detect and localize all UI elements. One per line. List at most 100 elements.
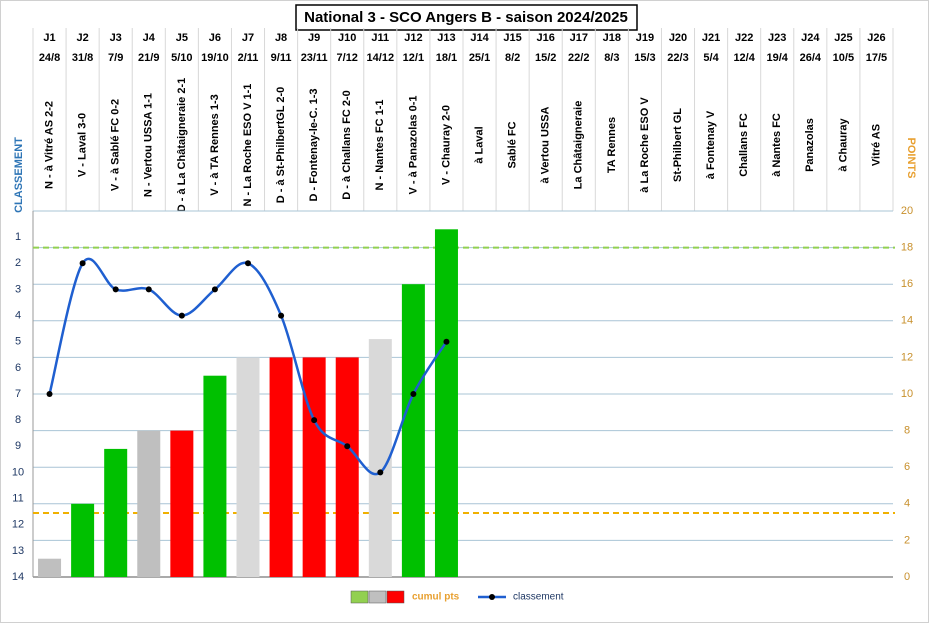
y2-tick-label: 20 — [901, 205, 913, 217]
line-point — [46, 391, 53, 397]
line-point — [344, 443, 351, 450]
date-label: 7/9 — [108, 52, 123, 64]
date-label: 18/1 — [436, 52, 457, 64]
x-tick-label: J25 — [834, 32, 852, 44]
x-tick-label: J8 — [275, 32, 287, 44]
x-tick-label: J18 — [603, 32, 621, 44]
date-label: 10/5 — [833, 52, 854, 64]
x-tick-label: J21 — [702, 32, 720, 44]
match-label: à Chauray — [837, 118, 849, 172]
x-tick-label: J13 — [437, 32, 455, 44]
y2-tick-label: 8 — [904, 425, 910, 437]
y2-tick-label: 6 — [904, 461, 910, 473]
match-label: D - Fontenay-le-C. 1-3 — [308, 88, 320, 201]
y-tick-label: 8 — [15, 414, 21, 426]
match-label: La Châtaigneraie — [573, 101, 585, 190]
date-label: 19/10 — [201, 52, 229, 64]
date-label: 26/4 — [800, 52, 822, 64]
line-point — [443, 338, 450, 345]
x-tick-label: J14 — [470, 32, 489, 44]
match-label: D - à St-PhilbertGL 2-0 — [275, 87, 287, 204]
legend-swatch — [350, 590, 369, 604]
line-point — [377, 469, 384, 476]
x-tick-label: J19 — [636, 32, 654, 44]
line-point — [245, 260, 251, 267]
bar — [170, 430, 194, 577]
x-tick-label: J12 — [404, 32, 422, 44]
y2-tick-label: 18 — [901, 242, 913, 254]
x-tick-label: J4 — [143, 32, 156, 44]
y2-tick-label: 12 — [901, 351, 913, 363]
y-tick-label: 6 — [15, 362, 21, 374]
x-tick-label: J3 — [110, 32, 122, 44]
bar — [269, 357, 293, 577]
x-tick-label: J2 — [76, 32, 88, 44]
date-label: 8/2 — [505, 52, 520, 64]
date-label: 5/10 — [171, 52, 192, 64]
bar — [71, 503, 95, 577]
match-label: Panazolas — [804, 118, 816, 172]
bar — [302, 357, 326, 577]
x-tick-label: J6 — [209, 32, 221, 44]
legend-label: cumul pts — [412, 592, 460, 603]
match-label: N - Vertou USSA 1-1 — [143, 93, 155, 197]
y-tick-label: 13 — [12, 545, 24, 557]
y-tick-label: 7 — [15, 388, 21, 400]
match-label: à Laval — [473, 126, 485, 163]
date-label: 22/3 — [667, 52, 688, 64]
date-label: 7/12 — [337, 52, 358, 64]
x-tick-label: J1 — [43, 32, 55, 44]
legend-label: classement — [513, 592, 564, 603]
date-label: 9/11 — [271, 52, 292, 64]
bar — [434, 229, 458, 578]
y-tick-label: 4 — [15, 309, 21, 321]
bar — [137, 430, 161, 577]
x-tick-label: J23 — [768, 32, 786, 44]
date-label: 15/3 — [634, 52, 655, 64]
x-tick-label: J17 — [570, 32, 588, 44]
date-label: 2/11 — [238, 52, 259, 64]
bar — [236, 357, 260, 577]
x-tick-label: J20 — [669, 32, 687, 44]
line-point — [79, 260, 86, 267]
y2-tick-label: 14 — [901, 315, 913, 327]
legend-swatch — [386, 590, 405, 604]
y-tick-label: 5 — [15, 336, 21, 348]
bar — [104, 448, 128, 577]
match-label: à Nantes FC — [771, 113, 783, 177]
date-label: 12/4 — [733, 52, 755, 64]
title-box — [295, 4, 638, 31]
line-point — [211, 286, 218, 293]
line-point — [178, 312, 185, 319]
date-label: 15/2 — [535, 52, 556, 64]
x-tick-label: J26 — [867, 32, 885, 44]
match-label: V - à Sablé FC 0-2 — [110, 99, 122, 191]
match-label: Vitré AS — [870, 124, 882, 166]
legend-swatch — [368, 590, 387, 604]
line-point — [311, 417, 318, 424]
date-label: 5/4 — [703, 52, 719, 64]
date-label: 21/9 — [138, 52, 159, 64]
bar — [368, 339, 392, 577]
line-point — [145, 286, 152, 293]
date-label: 25/1 — [469, 52, 490, 64]
bar — [335, 357, 359, 577]
match-label: D - à Challans FC 2-0 — [341, 90, 353, 199]
match-label: TA Rennes — [606, 117, 618, 173]
y2-tick-label: 16 — [901, 278, 913, 290]
bar — [38, 558, 62, 577]
x-tick-label: J7 — [242, 32, 254, 44]
y-tick-label: 2 — [15, 257, 21, 269]
y-tick-label: 14 — [12, 571, 24, 583]
match-label: St-Philbert GL — [672, 108, 684, 182]
x-tick-label: J10 — [338, 32, 356, 44]
line-point — [410, 391, 417, 397]
y-axis-label: CLASSEMENT — [13, 137, 25, 213]
match-label: D - à La Châtaigneraie 2-1 — [176, 78, 188, 213]
y-tick-label: 1 — [15, 231, 21, 243]
match-label: Sablé FC — [507, 121, 519, 168]
date-label: 22/2 — [568, 52, 589, 64]
date-label: 31/8 — [72, 52, 93, 64]
y-tick-label: 11 — [12, 492, 23, 504]
